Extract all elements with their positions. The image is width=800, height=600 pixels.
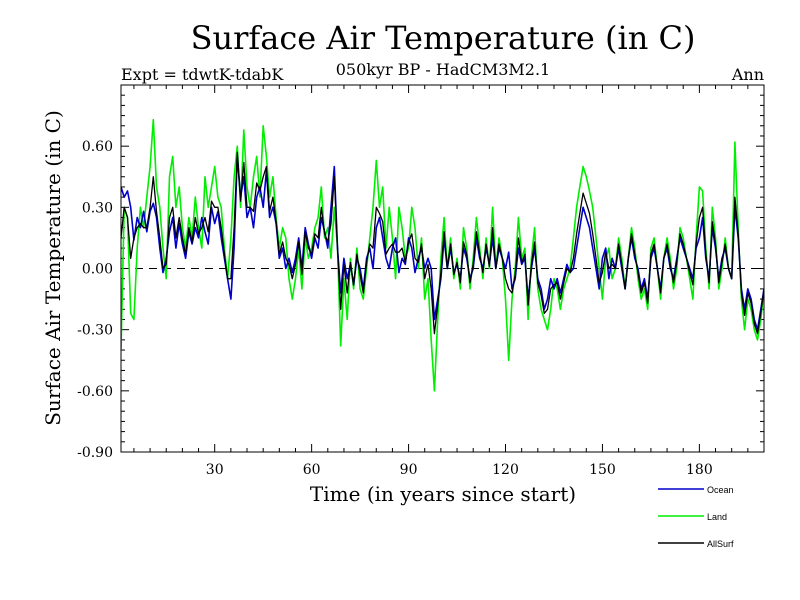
y-tick-label: 0.60 bbox=[82, 139, 113, 155]
x-tick-label: 60 bbox=[303, 462, 321, 478]
y-tick-label: 0.00 bbox=[82, 262, 113, 278]
x-tick-label: 30 bbox=[206, 462, 224, 478]
experiment-label: Expt = tdwtK-tdabK bbox=[121, 65, 284, 84]
axis-ticks bbox=[121, 84, 765, 453]
y-tick-label: -0.30 bbox=[77, 323, 113, 339]
x-tick-label: 150 bbox=[589, 462, 616, 478]
x-axis-label: Time (in years since start) bbox=[310, 482, 576, 506]
series-line-allsurf bbox=[121, 151, 764, 335]
legend-label: Land bbox=[707, 512, 727, 522]
x-tick-label: 180 bbox=[686, 462, 713, 478]
plot-frame bbox=[120, 84, 765, 453]
y-tick-label: -0.60 bbox=[77, 384, 113, 400]
y-tick-label: -0.90 bbox=[77, 445, 113, 461]
y-tick-labels: -0.90 -0.60 -0.30 0.00 0.30 0.60 bbox=[77, 139, 113, 461]
legend-label: Ocean bbox=[707, 485, 734, 495]
series-lines bbox=[121, 118, 764, 392]
chart-title: Surface Air Temperature (in C) bbox=[191, 19, 696, 57]
x-tick-label: 120 bbox=[492, 462, 519, 478]
y-tick-label: 0.30 bbox=[82, 200, 113, 216]
season-label: Ann bbox=[731, 65, 764, 84]
x-tick-label: 90 bbox=[400, 462, 418, 478]
legend-label: AllSurf bbox=[707, 539, 734, 549]
chart-subtitle: 050kyr BP - HadCM3M2.1 bbox=[336, 60, 550, 79]
y-axis-label: Surface Air Temperature (in C) bbox=[41, 110, 65, 426]
x-tick-labels: 30 60 90 120 150 180 bbox=[206, 462, 713, 478]
legend: Ocean Land AllSurf bbox=[658, 485, 734, 549]
